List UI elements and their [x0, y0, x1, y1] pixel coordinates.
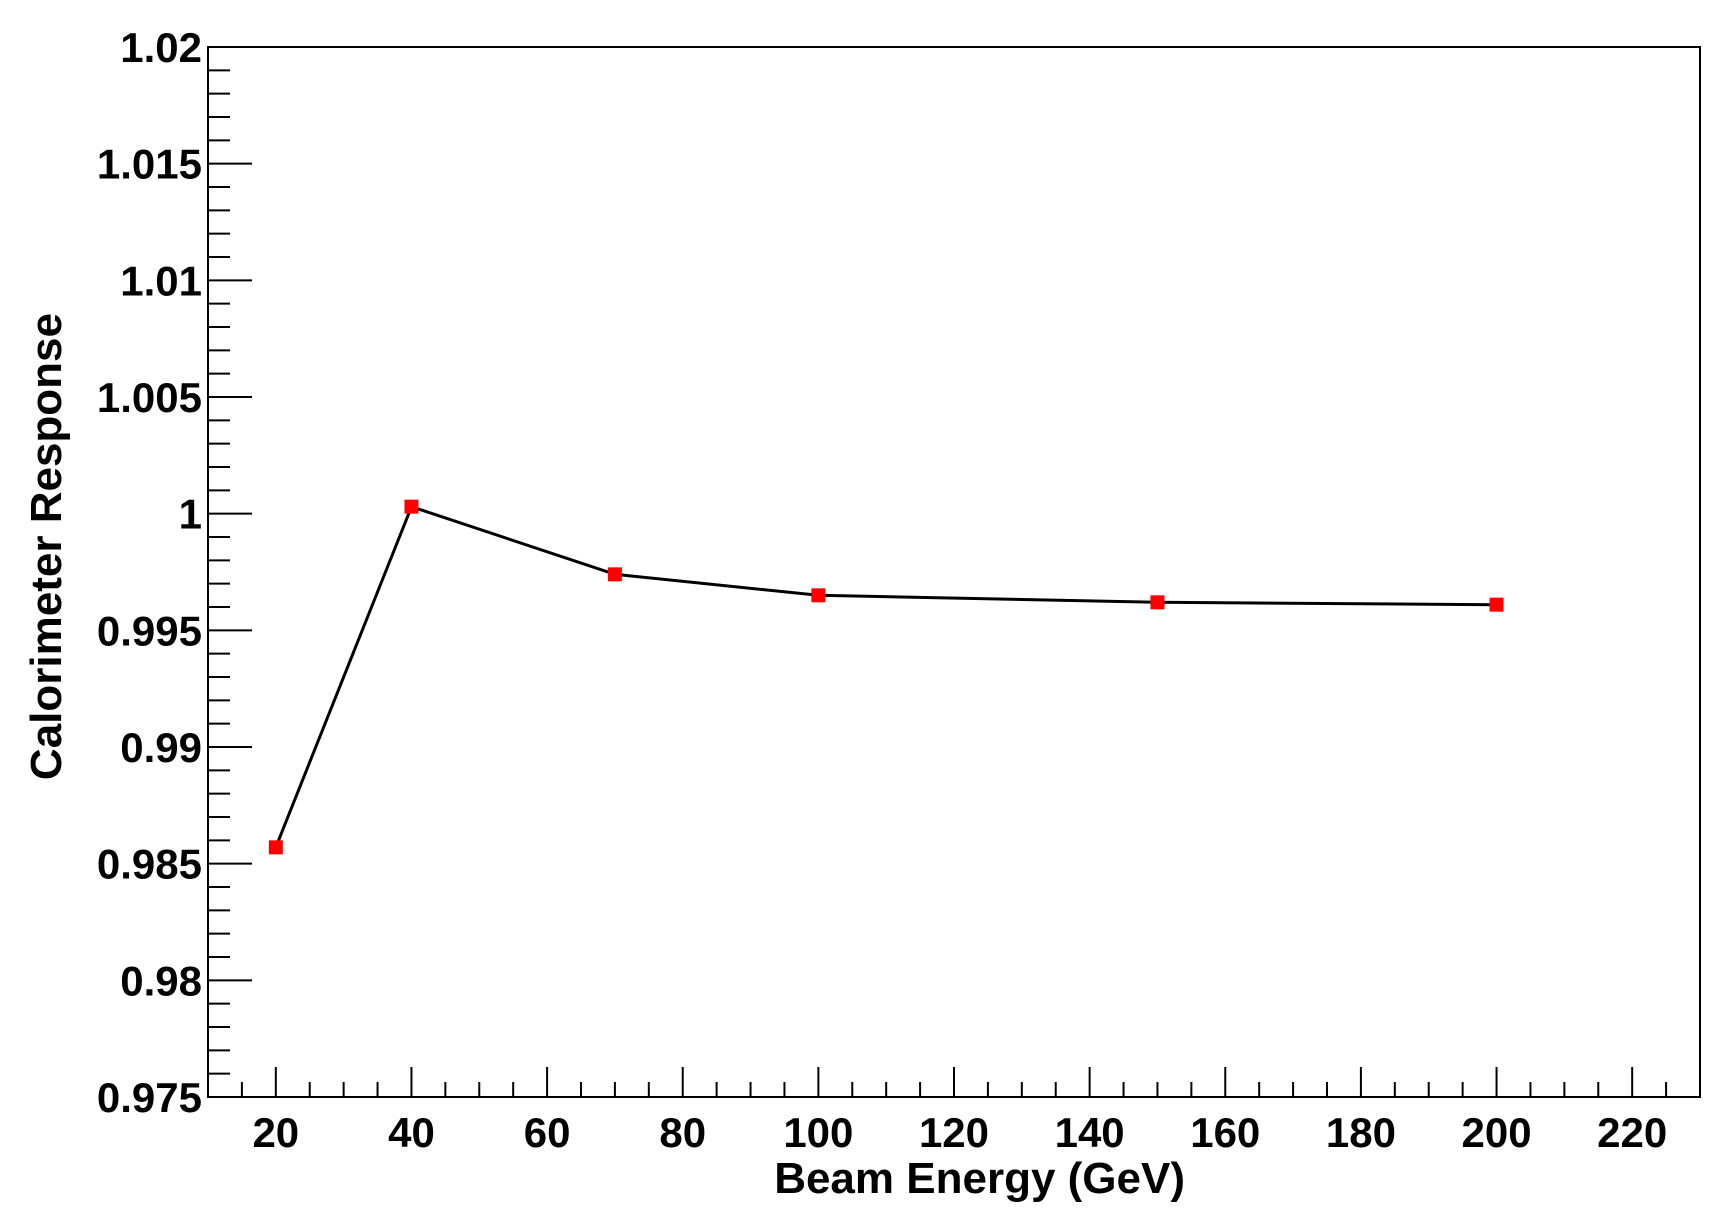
data-point: [811, 588, 826, 603]
x-tick-label: 160: [1190, 1109, 1260, 1156]
series-line: [274, 504, 1497, 848]
data-point: [1150, 595, 1165, 610]
x-axis-title: Beam Energy (GeV): [774, 1154, 1185, 1203]
x-tick-label: 100: [783, 1109, 853, 1156]
y-tick-label: 1.015: [97, 141, 202, 188]
x-tick-label: 220: [1597, 1109, 1667, 1156]
y-tick-label: 1.005: [97, 374, 202, 421]
data-point: [1489, 597, 1504, 612]
y-tick-label: 1.02: [120, 24, 202, 71]
y-tick-label: 0.985: [97, 841, 202, 888]
data-point: [607, 567, 622, 582]
axes: 20 40 60 80 100 120 140 160 180 200 220 0.975 0.98 0.…: [97, 24, 1701, 1156]
y-tick-label: 1: [179, 491, 202, 538]
x-tick-label: 60: [524, 1109, 571, 1156]
y-tick-label: 0.98: [120, 957, 202, 1004]
x-tick-label: 80: [659, 1109, 706, 1156]
y-tick-label: 0.975: [97, 1074, 202, 1121]
data-point: [268, 840, 283, 855]
x-tick-label: 140: [1055, 1109, 1125, 1156]
x-tick-label: 40: [388, 1109, 435, 1156]
y-tick-label: 1.01: [120, 257, 202, 304]
y-tick-label: 0.995: [97, 607, 202, 654]
x-tick-label: 20: [252, 1109, 299, 1156]
x-tick-label: 120: [919, 1109, 989, 1156]
series-layer: [268, 499, 1504, 855]
x-tick-label: 180: [1326, 1109, 1396, 1156]
y-axis-title: Calorimeter Response: [22, 313, 71, 780]
x-tick-label: 200: [1462, 1109, 1532, 1156]
y-tick-label: 0.99: [120, 724, 202, 771]
data-point: [404, 499, 419, 514]
